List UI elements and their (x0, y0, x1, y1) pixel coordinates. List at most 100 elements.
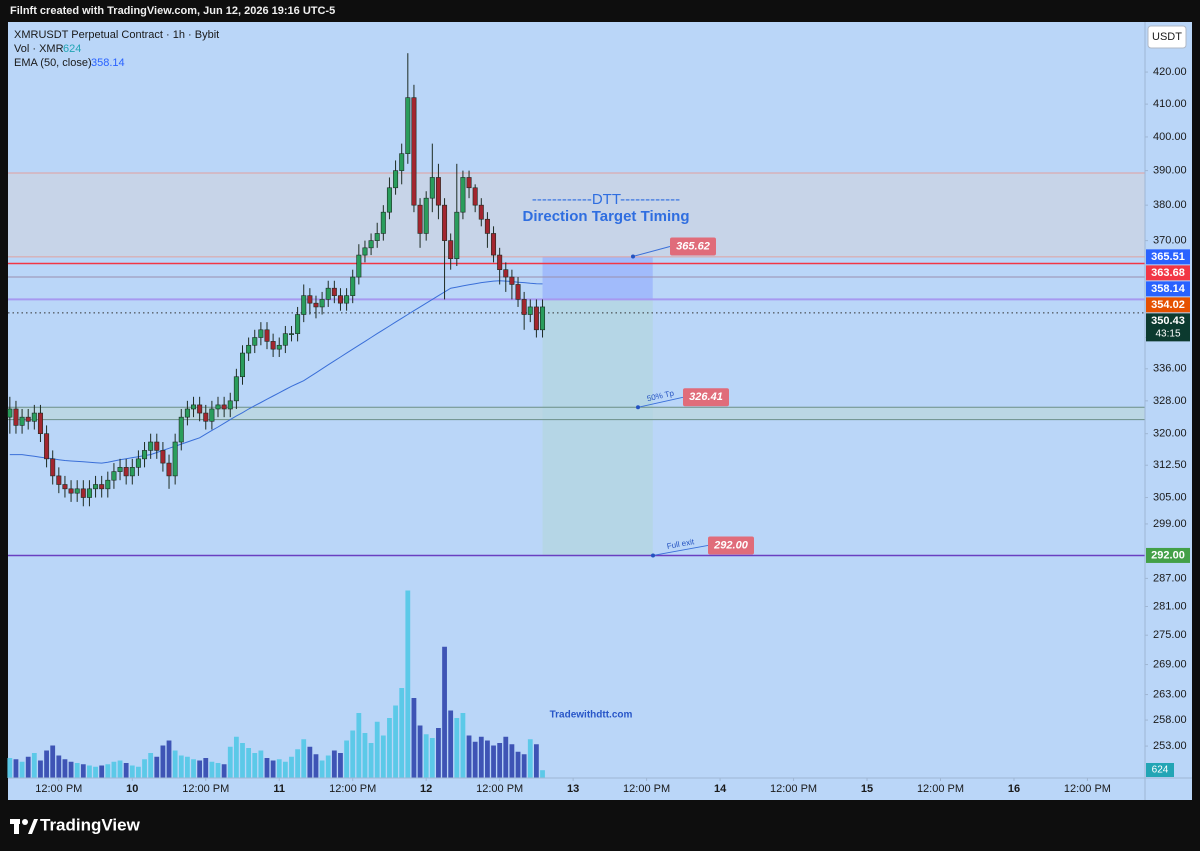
volume-bar (7, 758, 13, 778)
volume-bar (533, 744, 539, 778)
candle-body (282, 333, 288, 346)
candle-body (142, 450, 148, 460)
candle-body (123, 467, 129, 477)
candle-body (405, 97, 411, 154)
x-tick-label: 12:00 PM (770, 783, 817, 795)
callout-box (683, 388, 729, 407)
legend-symbol: XMRUSDT Perpetual Contract · 1h · Bybit (14, 29, 219, 41)
x-tick-label: 12:00 PM (329, 783, 376, 795)
price-tag-label: 363.68 (1151, 267, 1185, 279)
x-tick-label: 14 (714, 783, 727, 795)
volume-bar (313, 754, 319, 778)
header-title: Filnft created with TradingView.com, Jun… (10, 5, 335, 17)
callout-label: 326.41 (689, 391, 723, 403)
candle-body (7, 408, 13, 418)
y-tick-label: 380.00 (1153, 199, 1187, 211)
legend-volume: Vol · XMR (14, 43, 64, 55)
y-tick-label: 312.50 (1153, 459, 1187, 471)
x-tick-label: 12:00 PM (35, 783, 82, 795)
volume-bar (436, 728, 441, 778)
y-tick-label: 328.00 (1153, 395, 1187, 407)
volume-bar (460, 713, 466, 778)
candle-body (148, 441, 154, 451)
volume-bar (172, 750, 178, 778)
x-tick-label: 12:00 PM (1064, 783, 1111, 795)
y-tick-label: 390.00 (1153, 165, 1187, 177)
candle-body (111, 471, 117, 481)
volume-bar (148, 753, 154, 778)
volume-bar (527, 739, 533, 778)
volume-bar (105, 764, 111, 778)
candle-body (454, 211, 460, 260)
x-tick-label: 12 (420, 783, 432, 795)
price-tag-label: 354.02 (1151, 299, 1185, 311)
callout-box (670, 237, 716, 256)
price-tag-countdown: 43:15 (1155, 328, 1180, 339)
volume-bar (258, 750, 264, 778)
volume-bar (454, 718, 460, 778)
price-tag-label: 350.43 (1151, 315, 1185, 327)
volume-bar (503, 736, 509, 778)
candle-body (86, 488, 92, 498)
candle-body (295, 314, 301, 334)
volume-bar (252, 753, 258, 778)
price-tag (1146, 547, 1190, 563)
candle-body (252, 337, 258, 346)
volume-bar (448, 710, 454, 778)
currency-button[interactable] (1147, 25, 1187, 49)
candle-body (356, 254, 362, 278)
candle-body (448, 240, 454, 260)
ema-line (9, 280, 543, 464)
volume-bar (276, 759, 282, 778)
candle-body (527, 306, 533, 315)
volume-bar (19, 761, 25, 778)
candle-body (258, 329, 264, 338)
y-tick-label: 420.00 (1153, 66, 1187, 78)
volume-bar (191, 759, 196, 778)
volume-bar (399, 688, 405, 778)
candle-body (80, 488, 86, 498)
volume-bar (117, 760, 123, 778)
x-tick-label: 10 (126, 783, 138, 795)
volume-bar (307, 746, 313, 778)
volume-bar (264, 758, 270, 778)
candle-body (154, 441, 160, 451)
volume-bar (301, 739, 307, 778)
volume-bar (166, 740, 172, 778)
volume-bar (31, 753, 37, 778)
callout-line (632, 245, 671, 257)
volume-bar (68, 761, 74, 778)
volume-tag (1146, 763, 1174, 777)
x-tick-label: 11 (273, 783, 285, 795)
volume-bar (497, 743, 503, 778)
candle-body (62, 484, 68, 490)
watermark: Tradewithdtt.com (550, 710, 633, 721)
y-tick-label: 299.00 (1153, 518, 1187, 530)
candle-body (423, 197, 429, 234)
candle-body (105, 479, 111, 490)
volume-bar (246, 748, 252, 778)
volume-bar (56, 755, 62, 778)
volume-bar (429, 738, 435, 778)
candle-body (203, 412, 209, 422)
x-tick-label: 12:00 PM (623, 783, 670, 795)
volume-bar (485, 740, 490, 778)
candle-body (472, 187, 478, 206)
volume-bar (374, 721, 380, 778)
legend-ema: EMA (50, close) (14, 57, 92, 69)
volume-bar (387, 718, 392, 778)
currency[interactable]: USDT (1152, 31, 1182, 43)
volume-bar (80, 764, 86, 778)
legend-ema-value: 358.14 (91, 57, 125, 69)
candle-body (350, 276, 356, 296)
volume-bar (282, 761, 288, 778)
volume-bar (356, 713, 362, 778)
price-tag (1146, 249, 1190, 265)
volume-bar (197, 760, 203, 778)
volume-bar (478, 736, 484, 778)
candle-body (37, 412, 43, 434)
candle-body (460, 177, 466, 213)
y-tick-label: 336.00 (1153, 363, 1187, 375)
